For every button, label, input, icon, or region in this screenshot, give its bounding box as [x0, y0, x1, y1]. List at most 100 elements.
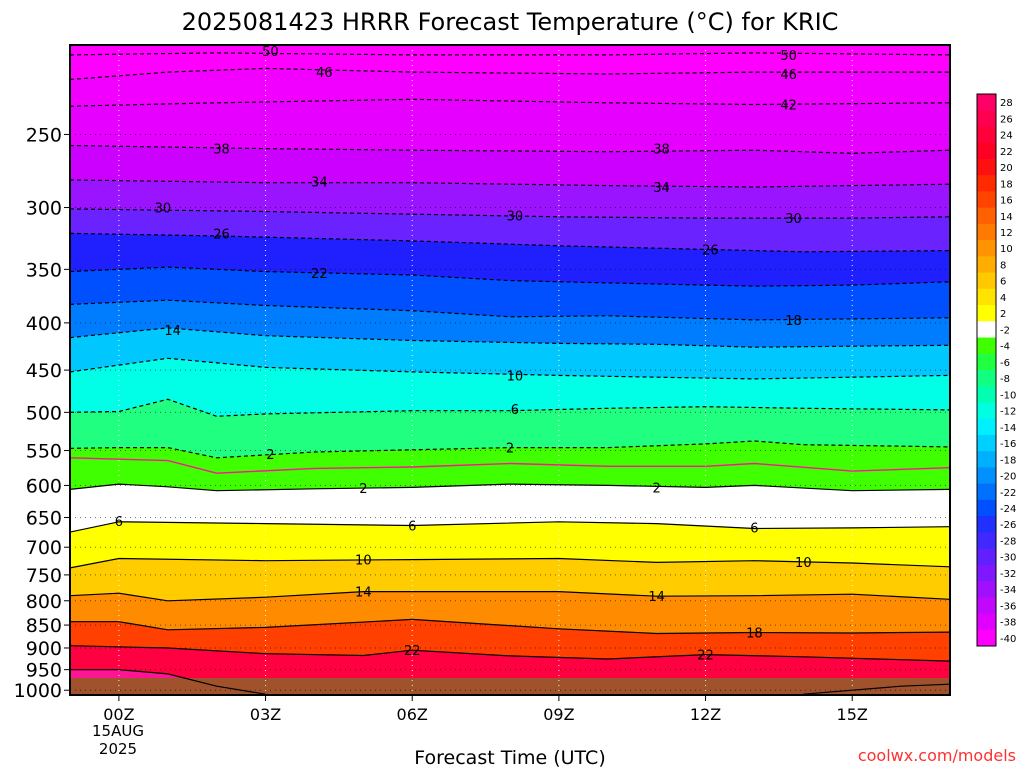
- colorbar-label: -8: [1000, 374, 1010, 385]
- contour-label: 6: [408, 519, 416, 534]
- colorbar-label: 24: [1000, 131, 1013, 142]
- x-tick-label: 09Z: [543, 705, 574, 724]
- colorbar-label: -30: [1000, 553, 1016, 564]
- contour-label: 10: [507, 369, 524, 384]
- y-tick-label: 600: [26, 475, 62, 497]
- colorbar-label: -16: [1000, 439, 1016, 450]
- colorbar-label: 2: [1000, 309, 1006, 320]
- x-tick-label: 03Z: [250, 705, 281, 724]
- colorbar-swatch: [977, 256, 996, 274]
- grid-lines: [70, 45, 950, 695]
- contour-line: [70, 557, 950, 569]
- x-date-label-year: 2025: [99, 740, 137, 758]
- contour-line: [70, 483, 950, 492]
- contour-label: 30: [785, 212, 802, 227]
- contour-label: 38: [653, 143, 670, 158]
- contour-line: [70, 67, 950, 81]
- contour-line: [70, 398, 950, 417]
- colorbar-label: 4: [1000, 293, 1006, 304]
- credit-label: coolwx.com/models: [858, 746, 1016, 765]
- colorbar-swatch: [977, 483, 996, 501]
- contour-label: 34: [653, 181, 670, 196]
- x-axis-label: Forecast Time (UTC): [414, 747, 605, 768]
- colorbar-label: -40: [1000, 634, 1016, 645]
- contour-label: 26: [702, 243, 719, 258]
- contour-label: 6: [511, 403, 519, 418]
- x-tick-label: 12Z: [690, 705, 721, 724]
- contour-line: [70, 618, 950, 635]
- contour-line: [70, 669, 266, 695]
- colorbar-swatch: [977, 629, 996, 647]
- contour-line: [70, 521, 950, 533]
- y-tick-label: 350: [26, 259, 62, 281]
- colorbar-label: -18: [1000, 455, 1016, 466]
- y-tick-label: 250: [26, 124, 62, 146]
- contour-label: 10: [355, 554, 372, 569]
- colorbar-swatch: [977, 597, 996, 615]
- y-tick-label: 900: [26, 638, 62, 660]
- colorbar-swatch: [977, 110, 996, 127]
- temperature-contours: [70, 52, 950, 695]
- colorbar-label: 18: [1000, 179, 1013, 190]
- y-tick-label: 750: [26, 565, 62, 587]
- colorbar-swatch: [977, 240, 996, 257]
- colorbar-label: -14: [1000, 423, 1016, 434]
- contour-label: 46: [780, 68, 797, 83]
- colorbar-label: -10: [1000, 390, 1016, 401]
- contour-label: 30: [507, 209, 524, 224]
- contour-label: 18: [785, 314, 802, 329]
- colorbar-label: 8: [1000, 260, 1006, 271]
- y-tick-label: 450: [26, 360, 62, 382]
- chart-title: 2025081423 HRRR Forecast Temperature (°C…: [182, 8, 839, 36]
- colorbar-swatch: [977, 142, 996, 160]
- contour-line: [803, 683, 950, 695]
- colorbar-frame: [976, 93, 997, 647]
- colorbar-swatch: [977, 532, 996, 550]
- colorbar-swatch: [977, 370, 996, 387]
- contour-label: 50: [780, 49, 797, 64]
- freezing-line: [70, 457, 950, 474]
- contour-line: [70, 645, 950, 662]
- contour-label: 26: [213, 227, 230, 242]
- y-tick-label: 700: [26, 537, 62, 559]
- contour-line: [70, 591, 950, 602]
- contour-label: 22: [404, 644, 421, 659]
- x-axis: 00Z 03Z 06Z 09Z 12Z 15Z: [103, 695, 868, 724]
- contour-label: 10: [795, 556, 812, 571]
- y-axis: 2503003504004505005506006507007508008509…: [14, 124, 70, 702]
- colorbar-label: -32: [1000, 569, 1016, 580]
- y-tick-label: 850: [26, 615, 62, 637]
- colorbar-swatch: [977, 191, 996, 209]
- colorbar-label: 14: [1000, 212, 1013, 223]
- x-date-label-month: 15AUG: [92, 722, 144, 740]
- contour-label: 18: [746, 627, 763, 642]
- ground-layer: [70, 678, 950, 695]
- contour-label: 34: [311, 175, 328, 190]
- y-tick-label: 950: [26, 660, 62, 682]
- colorbar-label: 12: [1000, 228, 1013, 239]
- colorbar-label: -36: [1000, 601, 1016, 612]
- colorbar-label: -28: [1000, 536, 1016, 547]
- contour-label: 6: [115, 515, 123, 530]
- x-tick-label: 00Z: [103, 705, 134, 724]
- y-tick-label: 300: [26, 198, 62, 220]
- contour-label: 6: [750, 521, 758, 536]
- colorbar-swatch: [977, 499, 996, 517]
- x-tick-label: 06Z: [397, 705, 428, 724]
- y-tick-label: 550: [26, 441, 62, 463]
- colorbar-label: -24: [1000, 504, 1016, 515]
- colorbar-swatch: [977, 272, 996, 290]
- contour-label: 2: [359, 482, 367, 497]
- colorbar: 28 26 24 22 20 18 16 14 12 10 8 6 4 2 -2 -4 -6 -8 -10 -12 -1…: [976, 93, 1016, 647]
- colorbar-swatch: [977, 548, 996, 566]
- colorbar-swatch: [977, 337, 996, 355]
- colorbar-label: -12: [1000, 407, 1016, 418]
- contour-label: 14: [648, 590, 665, 605]
- colorbar-swatch: [977, 207, 996, 225]
- colorbar-label: -4: [1000, 342, 1010, 353]
- colorbar-swatch: [977, 305, 996, 322]
- x-tick-label: 15Z: [837, 705, 868, 724]
- y-tick-label: 1000: [14, 680, 62, 702]
